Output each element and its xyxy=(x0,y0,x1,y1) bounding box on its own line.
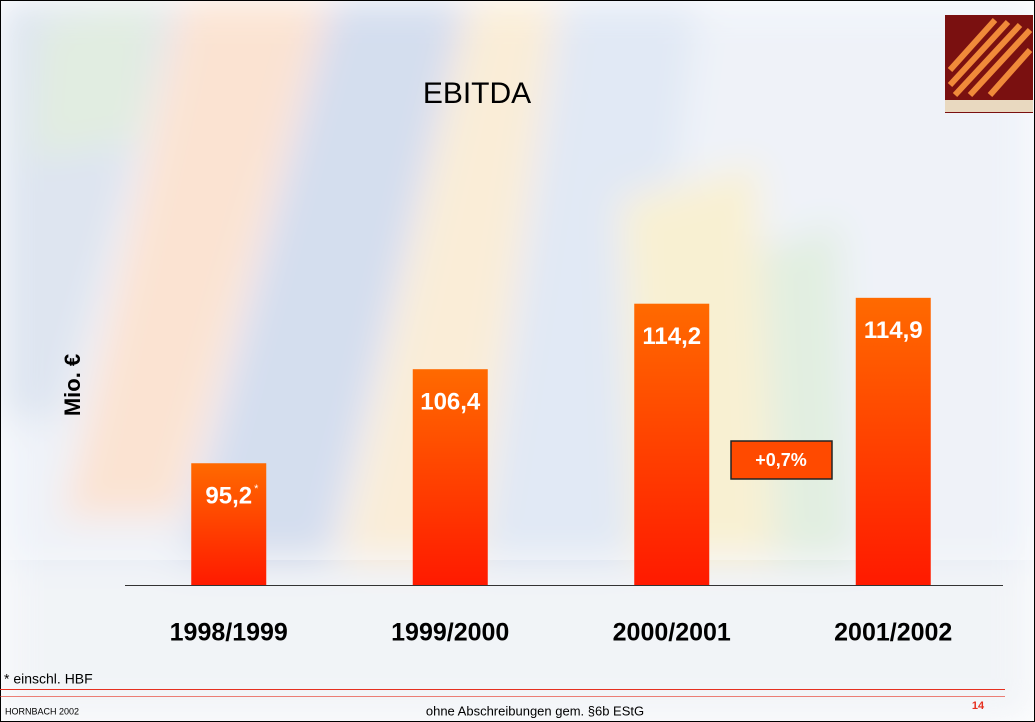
page-number: 14 xyxy=(972,700,985,712)
bar xyxy=(855,297,931,585)
logo xyxy=(945,15,1033,113)
x-tick-label: 2001/2002 xyxy=(834,619,952,647)
bar xyxy=(634,303,710,585)
bar xyxy=(412,369,488,585)
footer-company: HORNBACH 2002 xyxy=(5,706,79,716)
footnote: * einschl. HBF xyxy=(4,671,93,687)
bar xyxy=(191,463,267,585)
footnote-marker: * xyxy=(254,483,259,495)
growth-annotation: +0,7% xyxy=(730,440,833,480)
growth-box xyxy=(730,440,833,480)
y-axis-label: Mio. € xyxy=(60,354,85,416)
x-tick-label: 2000/2001 xyxy=(613,619,731,647)
value-label: 95,2 xyxy=(205,483,252,510)
value-label: 114,2 xyxy=(642,323,701,350)
x-tick-label: 1999/2000 xyxy=(391,619,509,647)
chart-title: EBITDA xyxy=(423,77,531,110)
x-tick-label: 1998/1999 xyxy=(170,619,288,647)
growth-label: +0,7% xyxy=(755,450,807,470)
footer-note: ohne Abschreibungen gem. §6b EStG xyxy=(426,703,644,718)
value-label: 106,4 xyxy=(420,389,481,416)
value-label: 114,9 xyxy=(864,317,923,344)
